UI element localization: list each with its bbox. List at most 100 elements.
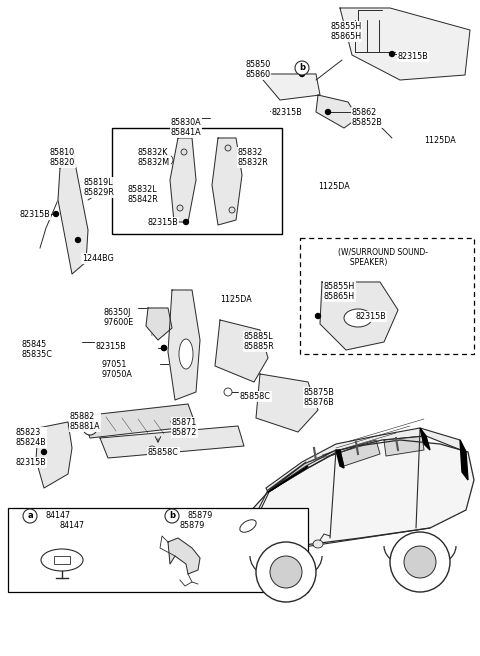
Circle shape <box>404 546 436 578</box>
Polygon shape <box>170 138 196 222</box>
Text: 85882
85881A: 85882 85881A <box>70 412 101 432</box>
Text: 85858C: 85858C <box>148 448 179 457</box>
Circle shape <box>177 205 183 211</box>
Circle shape <box>53 211 59 216</box>
Text: 1125DA: 1125DA <box>424 136 456 145</box>
Bar <box>8 508 308 592</box>
Circle shape <box>224 388 232 396</box>
Circle shape <box>390 532 450 592</box>
Bar <box>112 128 282 234</box>
Polygon shape <box>258 74 320 100</box>
Polygon shape <box>168 538 200 574</box>
Text: b: b <box>299 64 305 73</box>
Text: 85819L
85829R: 85819L 85829R <box>84 178 115 197</box>
Polygon shape <box>58 158 88 274</box>
Text: 85858C: 85858C <box>240 392 271 401</box>
Text: 86350J
97600E: 86350J 97600E <box>104 308 134 327</box>
Text: 85810
85820: 85810 85820 <box>50 148 75 167</box>
Circle shape <box>183 220 189 224</box>
Text: 82315B: 82315B <box>272 108 303 117</box>
Circle shape <box>273 108 277 113</box>
Polygon shape <box>232 462 306 570</box>
Circle shape <box>228 295 232 300</box>
Circle shape <box>23 509 37 523</box>
Text: 85879: 85879 <box>188 512 214 520</box>
Polygon shape <box>340 440 380 466</box>
Polygon shape <box>168 290 200 400</box>
Polygon shape <box>232 440 474 570</box>
Polygon shape <box>340 8 470 80</box>
Polygon shape <box>266 428 466 492</box>
Text: 85832
85832R: 85832 85832R <box>238 148 269 167</box>
Polygon shape <box>320 282 398 350</box>
Circle shape <box>163 155 173 165</box>
Circle shape <box>165 509 179 523</box>
Text: 85862
85852B: 85862 85852B <box>352 108 383 127</box>
Circle shape <box>41 449 47 455</box>
Ellipse shape <box>41 549 83 571</box>
Circle shape <box>229 207 235 213</box>
Text: 1244BG: 1244BG <box>82 254 114 263</box>
Text: 97051
97050A: 97051 97050A <box>102 360 133 379</box>
Circle shape <box>295 61 309 75</box>
Text: 85875B
85876B: 85875B 85876B <box>304 388 335 407</box>
Circle shape <box>83 421 97 435</box>
Circle shape <box>270 556 302 588</box>
Text: 85855H
85865H: 85855H 85865H <box>330 22 361 41</box>
Text: 85832K
85832M: 85832K 85832M <box>138 148 170 167</box>
Circle shape <box>325 110 331 115</box>
Polygon shape <box>316 95 358 128</box>
Bar <box>300 238 474 354</box>
Ellipse shape <box>313 540 323 548</box>
Text: 82315B: 82315B <box>16 458 47 467</box>
Text: 85885L
85885R: 85885L 85885R <box>244 332 275 352</box>
Polygon shape <box>234 532 268 572</box>
Text: 85830A
85841A: 85830A 85841A <box>171 118 201 137</box>
Text: b: b <box>169 512 175 520</box>
Text: a: a <box>87 424 93 432</box>
Polygon shape <box>82 404 196 438</box>
Circle shape <box>225 145 231 151</box>
Circle shape <box>315 314 321 319</box>
Polygon shape <box>270 450 336 490</box>
Bar <box>54 556 70 564</box>
Text: 85832L
85842R: 85832L 85842R <box>128 185 159 205</box>
Text: 84147: 84147 <box>46 512 71 520</box>
Text: 85871
85872: 85871 85872 <box>172 418 197 438</box>
Circle shape <box>181 149 187 155</box>
Circle shape <box>389 52 395 56</box>
Text: a: a <box>27 512 33 520</box>
Polygon shape <box>460 440 468 480</box>
Text: 82315B: 82315B <box>148 218 179 227</box>
Ellipse shape <box>240 520 256 532</box>
Polygon shape <box>384 436 424 456</box>
Text: (W/SURROUND SOUND-
     SPEAKER): (W/SURROUND SOUND- SPEAKER) <box>338 248 428 268</box>
Circle shape <box>300 72 304 77</box>
Circle shape <box>75 237 81 243</box>
Circle shape <box>161 346 167 350</box>
Text: 85850
85860: 85850 85860 <box>245 60 271 79</box>
Text: 82315B: 82315B <box>398 52 429 61</box>
Text: 82315B: 82315B <box>96 342 127 351</box>
Circle shape <box>161 346 167 350</box>
Polygon shape <box>268 466 308 492</box>
Text: 85855H
85865H: 85855H 85865H <box>324 282 355 301</box>
Text: 85879: 85879 <box>180 520 205 529</box>
Polygon shape <box>215 320 268 382</box>
Text: 82315B: 82315B <box>20 210 51 219</box>
Text: 85845
85835C: 85845 85835C <box>22 340 53 359</box>
Text: 84147: 84147 <box>60 520 85 529</box>
Ellipse shape <box>179 339 193 369</box>
Polygon shape <box>212 138 242 225</box>
Text: 82315B: 82315B <box>356 312 387 321</box>
Polygon shape <box>256 374 318 432</box>
Circle shape <box>256 542 316 602</box>
Ellipse shape <box>344 309 372 327</box>
Circle shape <box>148 446 156 454</box>
Text: 1125DA: 1125DA <box>318 182 350 191</box>
Polygon shape <box>420 428 430 450</box>
Text: 1125DA: 1125DA <box>220 295 252 304</box>
Polygon shape <box>36 422 72 488</box>
Polygon shape <box>336 450 344 468</box>
Polygon shape <box>146 308 172 340</box>
